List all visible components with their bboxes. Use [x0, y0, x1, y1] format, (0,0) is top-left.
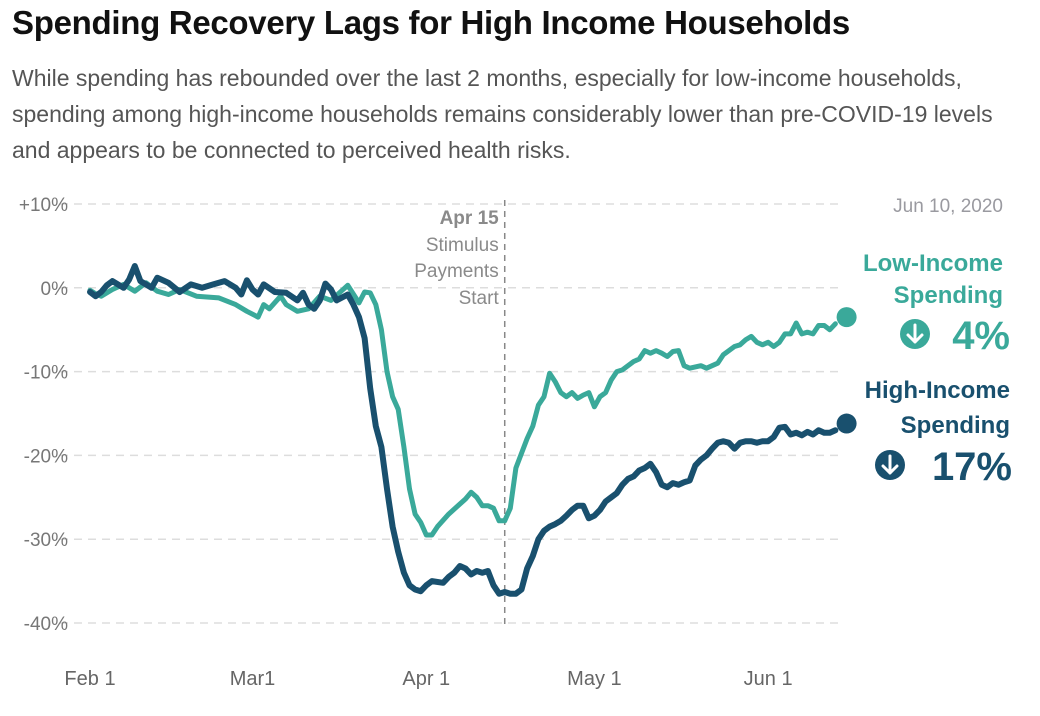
low-income-value: 4%: [952, 314, 1010, 358]
stimulus-annotation: Apr 15 Stimulus Payments Start: [414, 200, 506, 625]
y-tick-label: 0%: [41, 279, 69, 300]
as-of-date-label: Jun 10, 2020: [893, 196, 1003, 217]
low-income-label-line-2: Spending: [894, 282, 1003, 309]
x-axis-ticks: Feb 1 Mar1 Apr 1 May 1 Jun 1: [64, 668, 792, 690]
x-tick-label: Feb 1: [64, 668, 115, 690]
y-tick-label: -20%: [24, 446, 68, 467]
stimulus-annotation-line-3: Start: [459, 288, 500, 309]
low-income-end-point: [836, 307, 857, 328]
low-income-end-label: Low-Income Spending 4%: [863, 250, 1010, 358]
series-lines: [87, 263, 857, 597]
low-income-label-line-1: Low-Income: [863, 250, 1003, 277]
y-tick-label: -10%: [24, 363, 68, 384]
x-tick-label: Jun 1: [744, 668, 793, 690]
chart-subtitle: While spending has rebounded over the la…: [12, 65, 993, 163]
low-income-series-line: [87, 280, 838, 538]
x-tick-label: Apr 1: [402, 668, 450, 690]
high-income-value: 17%: [932, 445, 1012, 489]
high-income-series-line: [87, 263, 839, 597]
chart-title: Spending Recovery Lags for High Income H…: [12, 4, 850, 41]
high-income-end-point: [836, 413, 857, 434]
y-tick-label: +10%: [19, 195, 68, 216]
down-arrow-circle-icon: [875, 450, 905, 480]
y-tick-label: -40%: [24, 614, 68, 635]
x-tick-label: May 1: [567, 668, 621, 690]
stimulus-annotation-line-2: Payments: [414, 261, 498, 282]
stimulus-annotation-date: Apr 15: [440, 208, 500, 229]
high-income-label-line-2: Spending: [901, 412, 1010, 439]
stimulus-annotation-line-1: Stimulus: [426, 235, 499, 256]
x-tick-label: Mar1: [230, 668, 276, 690]
y-tick-label: -30%: [24, 530, 68, 551]
y-axis-ticks: +10% 0% -10% -20% -30% -40%: [19, 195, 68, 635]
down-arrow-circle-icon: [900, 319, 930, 349]
high-income-end-label: High-Income Spending 17%: [865, 377, 1012, 489]
high-income-label-line-1: High-Income: [865, 377, 1010, 404]
